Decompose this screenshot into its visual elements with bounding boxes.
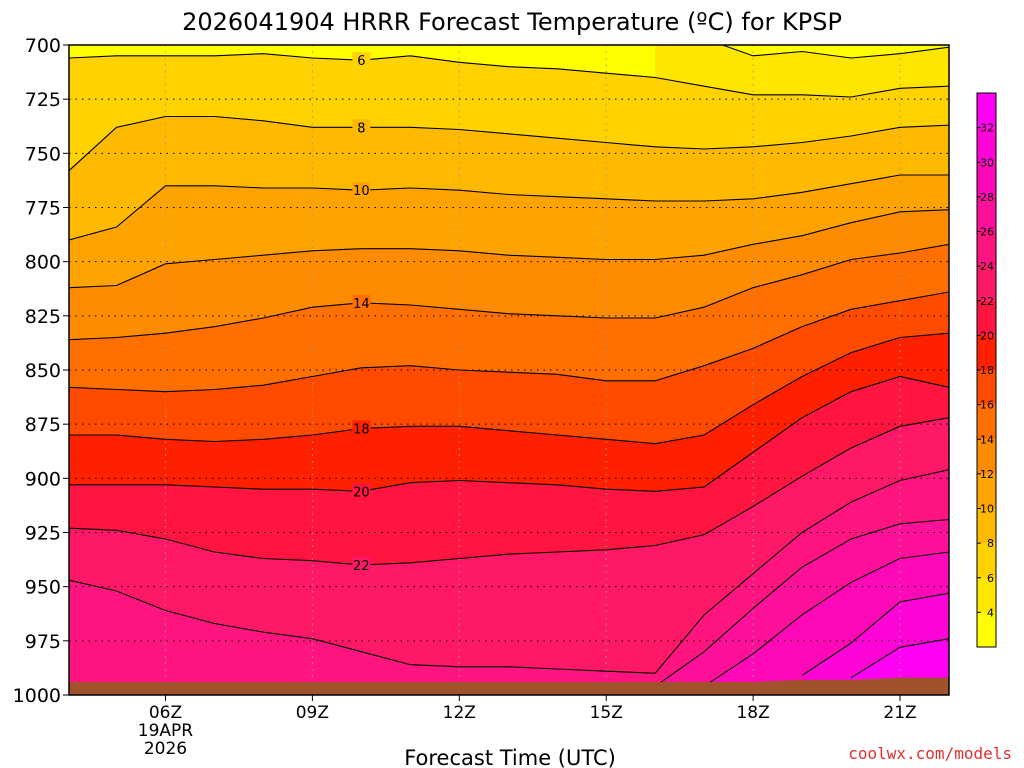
isotherm-label-22: 22 — [352, 557, 371, 574]
colorbar-band-6 — [977, 543, 996, 578]
isotherm-label-10: 10 — [352, 182, 371, 199]
isotherm-16 — [69, 291, 949, 393]
colorbar: 4 6 8 10 12 14 16 18 20 22 24 26 28 30 32 — [976, 92, 997, 648]
colorbar-label-12: 12 — [980, 468, 994, 481]
isotherm-22 — [69, 417, 949, 566]
colorbar-band-24 — [977, 231, 996, 267]
svg-text:8: 8 — [357, 121, 365, 136]
colorbar-label-32: 32 — [980, 122, 994, 135]
colorbar-band-2 — [977, 612, 996, 647]
colorbar-label-20: 20 — [980, 329, 994, 342]
x-tick-label-9: 09Z — [296, 703, 329, 723]
y-tick-label-825: 825 — [25, 306, 61, 328]
ground-surface — [69, 677, 949, 695]
y-tick-label-1000: 1000 — [13, 685, 61, 707]
colorbar-band-14 — [977, 404, 996, 440]
isotherm-4 — [720, 45, 949, 59]
y-tick-label-925: 925 — [25, 523, 61, 545]
isotherm-label-6: 6 — [352, 52, 371, 69]
y-tick-label-975: 975 — [25, 631, 61, 653]
colorbar-band-4 — [977, 577, 996, 613]
y-tick-label-700: 700 — [25, 35, 61, 57]
y-tick-label-775: 775 — [25, 198, 61, 220]
y-tick-label-750: 750 — [25, 143, 61, 165]
isotherm-8 — [69, 115, 949, 172]
isotherm-10 — [69, 174, 949, 241]
colorbar-label-24: 24 — [980, 260, 994, 273]
colorbar-label-10: 10 — [980, 503, 994, 516]
isotherm-14 — [69, 243, 949, 341]
x-tick-label-6: 06Z 19APR 2026 — [138, 703, 194, 759]
colorbar-label-30: 30 — [980, 156, 994, 169]
colorbar-band-10 — [977, 473, 996, 509]
temperature-fill-layer — [69, 45, 949, 695]
pressure-axis: 700 725 750 775 800 825 850 875 900 925 950 975 1000 — [13, 35, 69, 707]
y-tick-label-800: 800 — [25, 252, 61, 274]
x-tick-label-18: 18Z — [736, 703, 769, 723]
x-tick-label-21: 21Z — [883, 703, 916, 723]
colorbar-label-22: 22 — [980, 295, 994, 308]
ground-fill — [69, 677, 949, 695]
colorbar-band-28 — [977, 162, 996, 197]
colorbar-label-28: 28 — [980, 191, 994, 204]
chart-title: 2026041904 HRRR Forecast Temperature (ºC… — [182, 8, 842, 36]
isotherm-20 — [69, 375, 949, 492]
y-tick-label-850: 850 — [25, 360, 61, 382]
svg-text:6: 6 — [357, 54, 365, 69]
y-tick-label-950: 950 — [25, 577, 61, 599]
colorbar-label-8: 8 — [987, 537, 994, 550]
y-tick-label-900: 900 — [25, 468, 61, 490]
colorbar-band-16 — [977, 370, 996, 405]
time-axis: 06Z 19APR 2026 09Z 12Z 15Z 18Z 21Z — [138, 695, 917, 759]
colorbar-band-30 — [977, 127, 996, 163]
svg-text:18: 18 — [353, 423, 370, 438]
colorbar-label-16: 16 — [980, 399, 994, 412]
y-tick-label-725: 725 — [25, 89, 61, 111]
svg-text:10: 10 — [353, 184, 370, 199]
x-tick-label-12: 12Z — [443, 703, 476, 723]
isotherm-12 — [69, 209, 949, 289]
credit-text: coolwx.com/models — [848, 744, 1012, 763]
colorbar-label-6: 6 — [987, 572, 994, 585]
colorbar-band-32 — [977, 93, 996, 128]
colorbar-band-22 — [977, 266, 996, 301]
colorbar-band-8 — [977, 508, 996, 544]
isotherm-label-8: 8 — [352, 119, 371, 136]
colorbar-label-26: 26 — [980, 226, 994, 239]
colorbar-label-14: 14 — [980, 433, 994, 446]
isotherm-6 — [69, 53, 949, 98]
isotherm-28 — [703, 551, 949, 687]
isotherm-label-14: 14 — [352, 294, 371, 312]
svg-text:20: 20 — [353, 485, 370, 500]
isotherm-contours: 6 8 10 14 18 20 22 — [69, 45, 949, 687]
colorbar-band-20 — [977, 300, 996, 336]
isotherm-label-20: 20 — [352, 483, 371, 500]
x-tick-label-15: 15Z — [590, 703, 623, 723]
isotherm-32 — [850, 638, 949, 679]
x-axis-label: Forecast Time (UTC) — [404, 746, 616, 768]
colorbar-band-12 — [977, 439, 996, 474]
colorbar-band-26 — [977, 196, 996, 232]
isotherm-24 — [69, 469, 949, 674]
colorbar-band-18 — [977, 335, 996, 370]
colorbar-label-4: 4 — [987, 606, 994, 619]
y-tick-label-875: 875 — [25, 414, 61, 436]
svg-text:22: 22 — [353, 559, 370, 574]
isotherm-label-18: 18 — [352, 420, 371, 438]
colorbar-label-18: 18 — [980, 364, 994, 377]
isotherm-30 — [801, 592, 949, 676]
isotherm-18 — [69, 332, 949, 445]
svg-text:14: 14 — [353, 297, 370, 312]
isotherm-26 — [654, 518, 949, 687]
